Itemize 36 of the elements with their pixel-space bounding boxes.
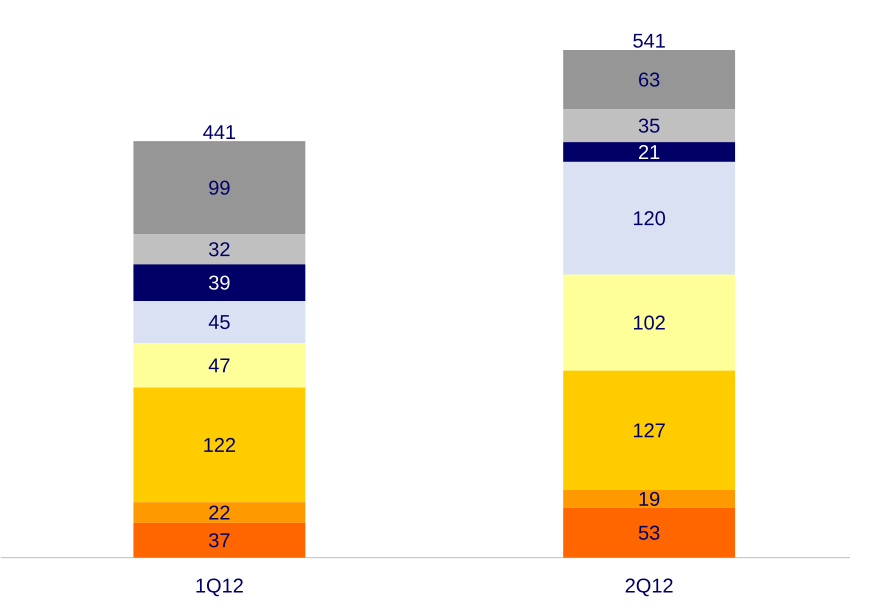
- bar: [133, 343, 306, 388]
- data-label: 39: [209, 276, 230, 290]
- data-label: 22: [209, 506, 230, 520]
- data-label: 47: [208, 358, 230, 372]
- data-label: 53: [638, 526, 660, 540]
- bar: [563, 50, 736, 110]
- bar: [563, 370, 736, 490]
- data-label: 127: [634, 423, 665, 438]
- bar: [133, 141, 306, 234]
- bar: [133, 234, 306, 264]
- data-label: 35: [638, 118, 660, 133]
- data-label: 21: [639, 145, 660, 160]
- bar: [563, 490, 736, 508]
- data-label: 37: [209, 533, 230, 548]
- bar: [563, 508, 736, 558]
- bar: [133, 502, 306, 524]
- bar: [133, 264, 306, 302]
- bar: [563, 109, 736, 142]
- data-label: 99: [209, 180, 230, 195]
- bar: [133, 388, 306, 502]
- data-label: 63: [639, 72, 660, 87]
- data-label: 120: [634, 211, 666, 226]
- data-label: 122: [204, 438, 236, 452]
- bar: [133, 523, 306, 558]
- total-label: 441: [203, 125, 236, 140]
- data-label: 102: [634, 316, 665, 330]
- data-label: 19: [640, 492, 660, 506]
- bar: [133, 301, 306, 344]
- data-label: 45: [208, 315, 230, 330]
- bar: [563, 162, 736, 275]
- bar: [563, 274, 736, 371]
- x-tick-label: 2Q12: [626, 578, 673, 596]
- total-label: 541: [633, 34, 665, 48]
- data-label: 32: [209, 242, 230, 257]
- bar: [563, 142, 736, 162]
- x-tick-label: 1Q12: [196, 578, 243, 596]
